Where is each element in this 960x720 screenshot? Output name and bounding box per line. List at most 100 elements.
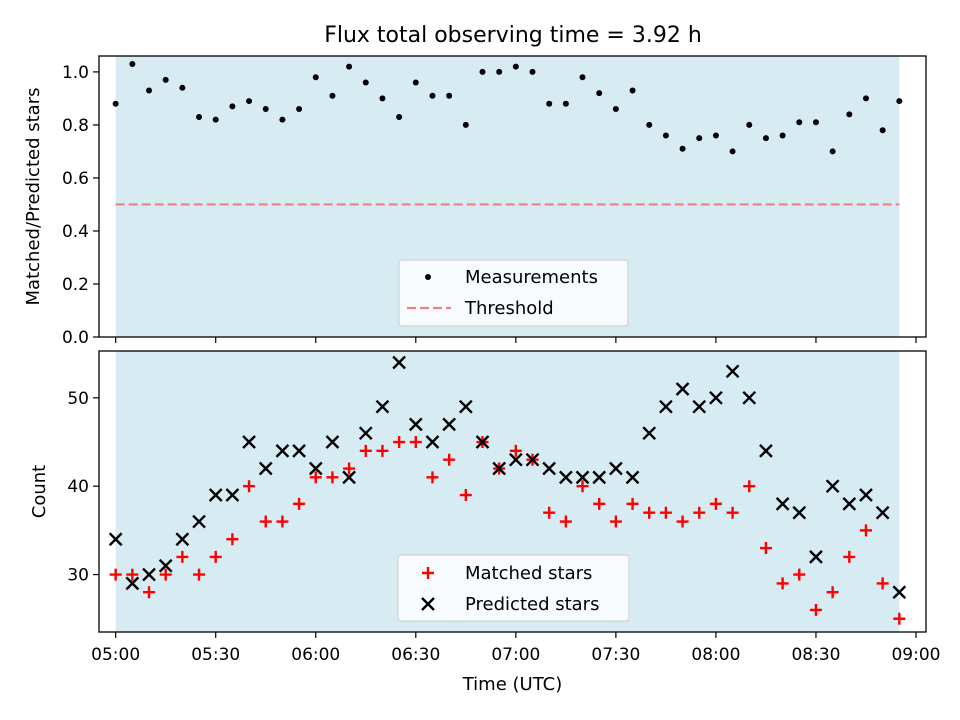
predicted-star-point bbox=[292, 444, 306, 458]
measurement-point bbox=[896, 98, 903, 105]
predicted-star-point bbox=[625, 470, 640, 485]
predicted-star-point bbox=[825, 479, 840, 494]
measurement-point bbox=[796, 119, 803, 126]
predicted-star-point bbox=[725, 364, 740, 379]
measurement-point bbox=[579, 74, 586, 81]
y-tick-label: 40 bbox=[67, 477, 89, 497]
measurement-point bbox=[696, 135, 703, 142]
measurement-point bbox=[729, 148, 736, 155]
measurement-point bbox=[779, 132, 786, 139]
y-tick-label: 0.6 bbox=[62, 169, 89, 189]
matched-star-point bbox=[626, 497, 639, 510]
matched-star-point bbox=[543, 506, 556, 519]
measurement-point bbox=[329, 92, 336, 99]
measurement-point bbox=[379, 95, 386, 102]
predicted-star-point bbox=[642, 426, 657, 441]
predicted-star-point bbox=[609, 461, 623, 476]
count-plot-frame bbox=[98, 350, 927, 633]
predicted-star-point bbox=[842, 497, 857, 511]
ratio-legend-box bbox=[398, 259, 629, 327]
measurement-point bbox=[146, 87, 153, 94]
matched-star-point bbox=[593, 497, 606, 510]
measurements-legend-marker bbox=[425, 274, 431, 280]
matched-star-point bbox=[426, 471, 439, 484]
matched-star-point bbox=[743, 480, 756, 493]
measurement-point bbox=[312, 74, 319, 81]
measurement-point bbox=[512, 63, 519, 70]
matched-star-point bbox=[609, 515, 622, 528]
matched-stars-points bbox=[109, 436, 906, 625]
x-axis-label: Time (UTC) bbox=[462, 674, 563, 695]
measurement-point bbox=[496, 68, 503, 75]
predicted-star-point bbox=[775, 497, 790, 511]
matched-star-point bbox=[176, 550, 189, 563]
measurement-point bbox=[229, 103, 236, 110]
matched-star-point bbox=[376, 444, 389, 457]
measurement-point bbox=[546, 100, 553, 107]
predicted-star-point bbox=[675, 382, 690, 396]
measurement-point bbox=[812, 119, 819, 126]
matched-star-point bbox=[726, 506, 739, 519]
predicted-star-point bbox=[275, 444, 290, 458]
matched-star-point bbox=[259, 515, 272, 528]
predicted-star-point bbox=[425, 435, 440, 449]
matched-star-point bbox=[109, 568, 122, 581]
matched-star-point bbox=[893, 612, 906, 625]
predicted-star-point bbox=[809, 550, 823, 564]
matched-star-point bbox=[126, 568, 139, 581]
predicted-star-point bbox=[342, 470, 356, 485]
measurement-point bbox=[712, 132, 719, 139]
measurement-point bbox=[412, 79, 419, 86]
y-tick-label: 0.2 bbox=[62, 275, 89, 295]
measurement-point bbox=[646, 121, 653, 128]
x-tick-label: 06:30 bbox=[391, 645, 440, 665]
predicted-star-point bbox=[225, 488, 240, 502]
predicted-star-point bbox=[408, 417, 423, 432]
predicted-star-point bbox=[709, 390, 723, 405]
measurement-point bbox=[596, 90, 603, 97]
matched-star-point bbox=[143, 586, 156, 599]
measurement-point bbox=[212, 116, 219, 123]
matched-star-point bbox=[393, 436, 406, 449]
count-legend: Matched stars Predicted stars bbox=[397, 554, 630, 622]
ratio-x-ticks bbox=[115, 337, 917, 343]
y-tick-label: 1.0 bbox=[62, 63, 89, 83]
measurement-point bbox=[879, 127, 886, 134]
threshold-legend-label: Threshold bbox=[464, 298, 554, 319]
matched-star-point bbox=[693, 506, 706, 519]
matched-star-point bbox=[209, 550, 222, 563]
matched-star-point bbox=[326, 471, 339, 484]
measurement-point bbox=[429, 92, 436, 99]
predicted-legend-marker bbox=[421, 597, 435, 611]
predicted-star-point bbox=[742, 390, 757, 405]
measurement-point bbox=[846, 111, 853, 118]
measurement-point bbox=[446, 92, 453, 99]
measurement-point bbox=[362, 79, 369, 86]
predicted-star-point bbox=[392, 355, 406, 370]
measurement-point bbox=[479, 68, 486, 75]
ratio-y-axis-label: Matched/Predicted stars bbox=[23, 88, 44, 306]
matched-star-point bbox=[826, 586, 839, 599]
predicted-star-point bbox=[508, 452, 523, 467]
measurement-point bbox=[396, 113, 403, 120]
measurement-point bbox=[762, 135, 769, 142]
y-tick-label: 50 bbox=[67, 389, 89, 409]
x-tick-label: 09:00 bbox=[891, 645, 940, 665]
matched-star-point bbox=[343, 462, 356, 475]
measurement-point bbox=[279, 116, 286, 123]
matched-star-point bbox=[759, 542, 772, 555]
predicted-star-point bbox=[559, 470, 573, 485]
matched-star-point bbox=[676, 515, 689, 528]
measurement-point bbox=[679, 145, 686, 152]
count-legend-box bbox=[397, 554, 630, 622]
predicted-star-point bbox=[475, 435, 490, 449]
measurement-point bbox=[112, 100, 119, 107]
measurement-points bbox=[112, 60, 903, 155]
y-tick-label: 30 bbox=[67, 566, 89, 586]
chart-title: Flux total observing time = 3.92 h bbox=[324, 23, 702, 48]
predicted-star-point bbox=[542, 461, 557, 476]
matched-star-point bbox=[809, 603, 822, 616]
ratio-legend: Measurements Threshold bbox=[398, 259, 629, 327]
matched-star-point bbox=[276, 515, 289, 528]
